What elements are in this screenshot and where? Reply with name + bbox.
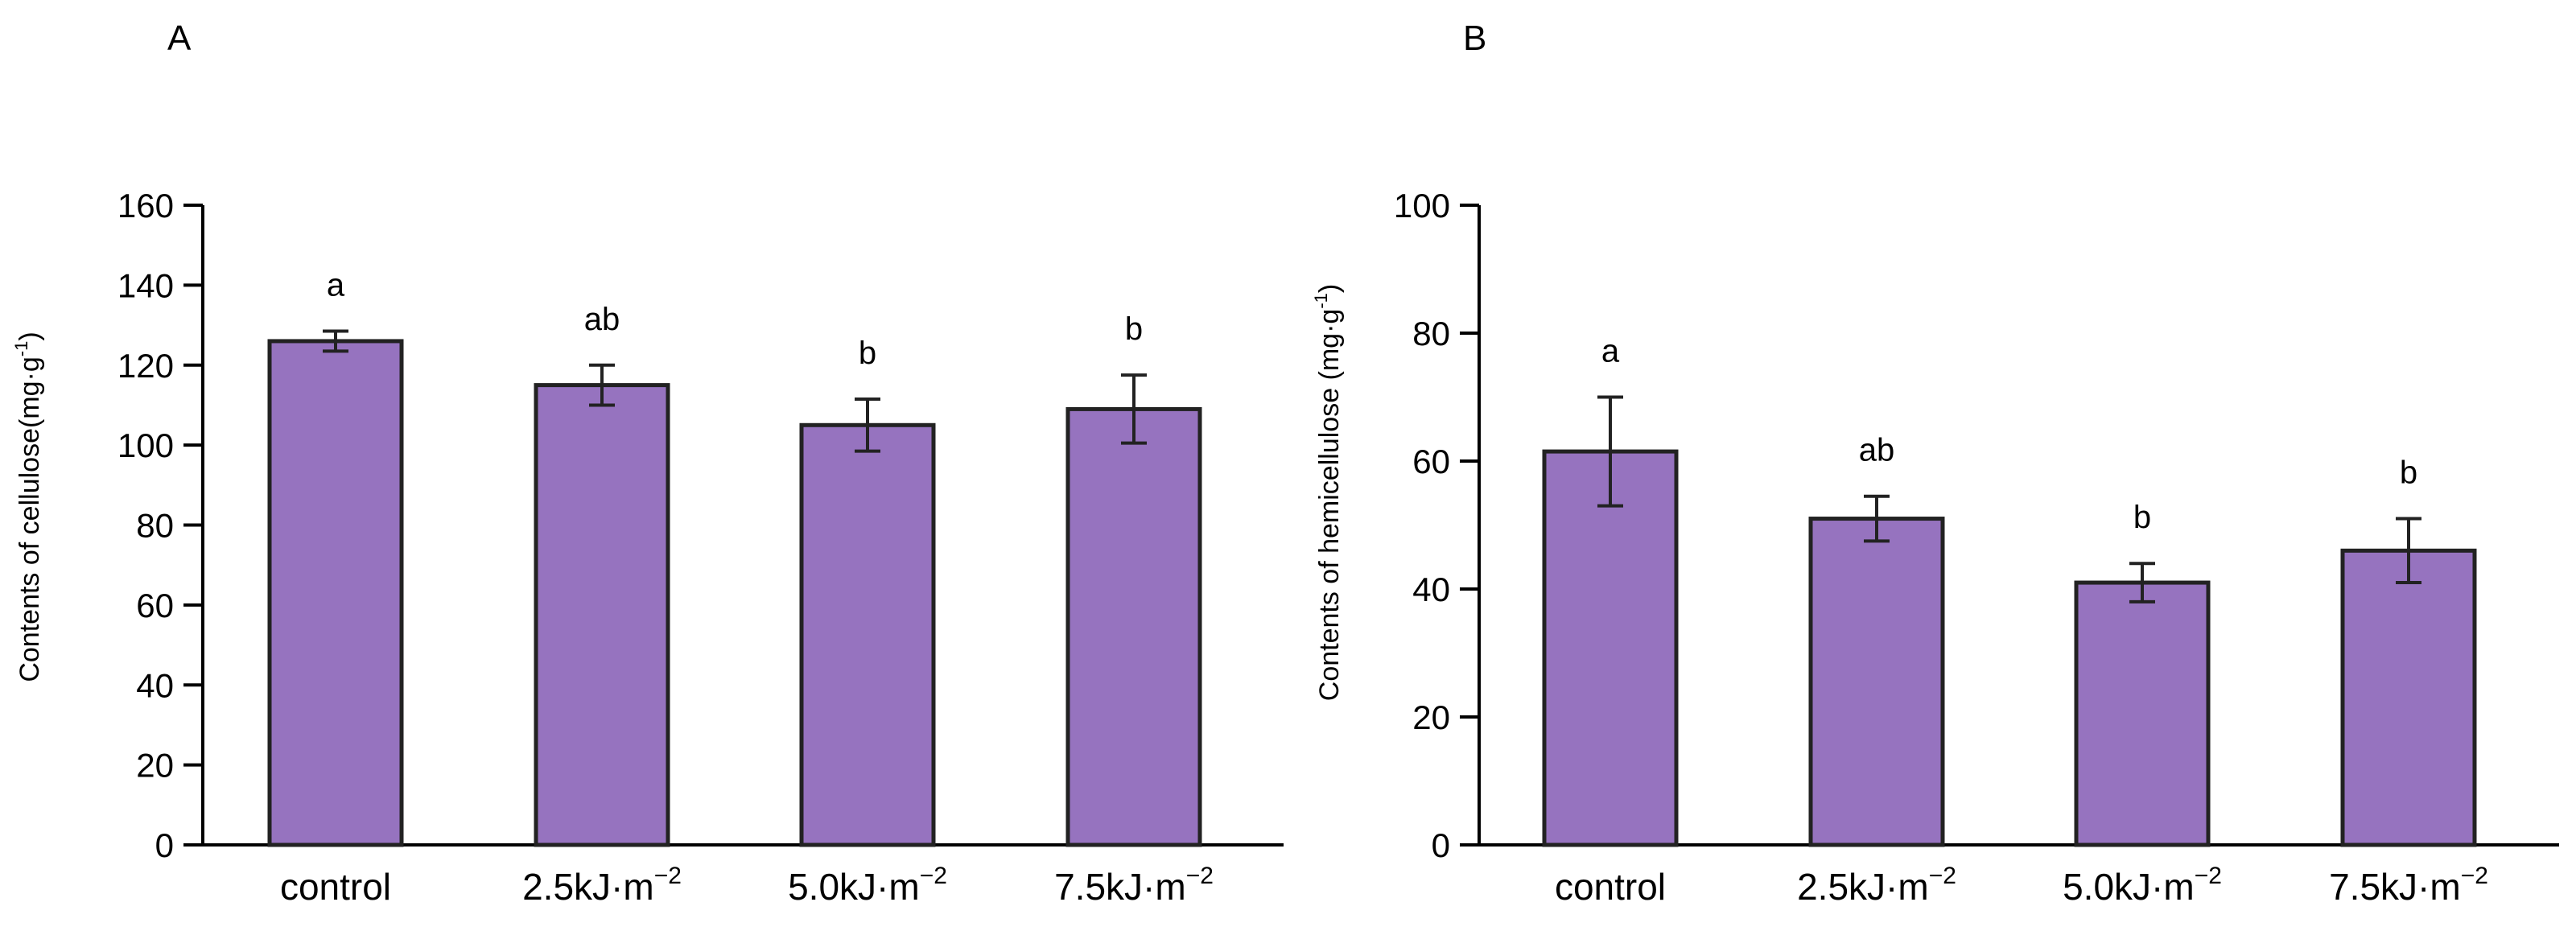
y-tick-label: 20 <box>136 747 174 785</box>
x-tick-label-base: control <box>1555 866 1666 908</box>
significance-letter: ab <box>1859 433 1895 468</box>
y-tick-label: 100 <box>1394 187 1450 225</box>
significance-letter: a <box>327 268 345 303</box>
y-tick-label: 80 <box>136 507 174 545</box>
bar <box>2340 548 2477 847</box>
y-axis-label-main: Contents of hemicellulose <box>1314 388 1345 701</box>
y-tick-label: 160 <box>117 187 174 225</box>
bar <box>2074 580 2211 847</box>
x-tick-label-base: control <box>280 866 391 908</box>
bar <box>1065 406 1202 847</box>
significance-letter: ab <box>584 302 620 337</box>
chart-panel-a: A Contents of cellulose(mg·g-1) 0 20 40 60 80 1… <box>11 19 1284 908</box>
x-tick-label-base: 5.0kJ·m <box>2063 866 2195 908</box>
bar <box>1542 449 1679 847</box>
x-tick-label-base: 7.5kJ·m <box>1054 866 1186 908</box>
y-tick-label: 60 <box>136 587 174 624</box>
x-tick-label: control <box>1555 866 1666 908</box>
x-tick-label: 7.5kJ·m−2 <box>1054 863 1214 908</box>
y-tick-label: 0 <box>1432 826 1450 864</box>
x-tick-label-base: 2.5kJ·m <box>522 866 654 908</box>
y-tick-label: 80 <box>1412 315 1450 352</box>
y-tick-label: 140 <box>117 266 174 304</box>
y-axis-label-unit: (mg·g <box>1314 309 1345 388</box>
y-axis-label-superscript: -1 <box>11 341 31 357</box>
y-tick-label: 40 <box>1412 571 1450 608</box>
x-tick-label: 2.5kJ·m−2 <box>1797 863 1956 908</box>
y-tick-label: 40 <box>136 666 174 704</box>
significance-letter: b <box>2400 455 2417 491</box>
x-tick-label-superscript: −2 <box>1186 863 1214 889</box>
y-tick-label: 100 <box>117 426 174 464</box>
y-tick-label: 60 <box>1412 443 1450 480</box>
panel-label: B <box>1463 19 1486 58</box>
x-tick-label: 5.0kJ·m−2 <box>2063 863 2222 908</box>
x-tick-label-base: 5.0kJ·m <box>788 866 920 908</box>
significance-letter: a <box>1601 334 1620 369</box>
y-tick-label: 20 <box>1412 698 1450 736</box>
x-tick-label-superscript: −2 <box>2461 863 2488 889</box>
x-tick-label: 2.5kJ·m−2 <box>522 863 682 908</box>
x-tick-label-superscript: −2 <box>654 863 682 889</box>
y-axis-label-close: ) <box>1314 284 1345 293</box>
bar <box>1808 517 1945 847</box>
chart-panel-b: B Contents of hemicellulose (mg·g-1) 0 20 40… <box>1311 19 2559 908</box>
significance-letter: b <box>2133 500 2151 535</box>
y-tick-label: 120 <box>117 347 174 385</box>
y-axis-label-close: ) <box>14 332 45 340</box>
x-tick-label-base: 2.5kJ·m <box>1797 866 1929 908</box>
y-axis-label-main: Contents of cellulose <box>14 428 45 682</box>
panel-label: A <box>167 19 192 58</box>
x-tick-label-superscript: −2 <box>2195 863 2222 889</box>
significance-letter: b <box>1125 311 1143 347</box>
bar <box>534 383 670 847</box>
y-axis-label: Contents of cellulose(mg·g-1) <box>11 332 45 682</box>
x-tick-label-superscript: −2 <box>920 863 947 889</box>
bar <box>267 339 404 847</box>
x-tick-label: control <box>280 866 391 908</box>
y-axis-label-unit: (mg·g <box>14 356 45 428</box>
x-tick-label-superscript: −2 <box>1929 863 1956 889</box>
x-tick-label-base: 7.5kJ·m <box>2329 866 2461 908</box>
bar <box>799 422 936 847</box>
significance-letter: b <box>859 336 876 371</box>
y-tick-label: 0 <box>155 826 174 864</box>
x-tick-label: 7.5kJ·m−2 <box>2329 863 2488 908</box>
y-axis-label-superscript: -1 <box>1311 293 1331 309</box>
x-tick-label: 5.0kJ·m−2 <box>788 863 947 908</box>
y-axis-label: Contents of hemicellulose (mg·g-1) <box>1311 284 1345 701</box>
